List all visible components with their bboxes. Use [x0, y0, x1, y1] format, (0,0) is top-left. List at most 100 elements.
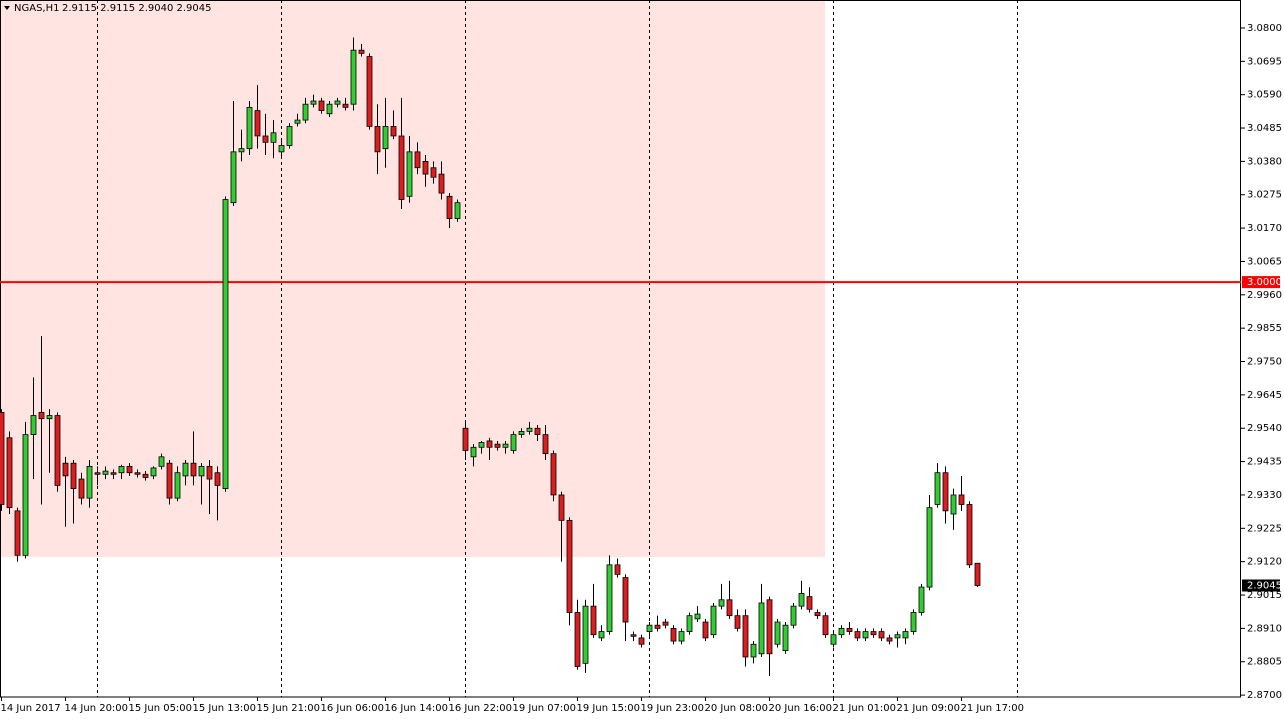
y-tick-label: 2.9225 — [1247, 523, 1282, 534]
x-tick-label: 16 Jun 06:00 — [321, 703, 385, 714]
candle-body — [974, 562, 981, 586]
candle-body — [798, 593, 805, 607]
y-tick-label: 3.0485 — [1247, 123, 1282, 134]
candle-body — [846, 627, 853, 632]
candle-body — [814, 612, 821, 617]
candle-body — [454, 202, 461, 219]
candle-body — [54, 415, 61, 486]
candle-body — [318, 100, 325, 111]
candle-body — [590, 605, 597, 636]
candle-body — [38, 411, 45, 420]
candle-body — [774, 621, 781, 645]
candle-body — [662, 621, 669, 626]
candle-body — [430, 167, 437, 178]
candle-body — [870, 631, 877, 636]
candle-body — [542, 434, 549, 455]
y-tick-label: 2.9645 — [1247, 390, 1282, 401]
candle-body — [302, 103, 309, 121]
last-price-label: 2.9045 — [1247, 580, 1282, 591]
candle-body — [374, 126, 381, 153]
y-tick-label: 2.9960 — [1247, 290, 1282, 301]
candle-body — [238, 148, 245, 153]
candle-body — [630, 634, 637, 637]
y-tick-label: 3.0170 — [1247, 223, 1282, 234]
y-tick-label: 3.0800 — [1247, 23, 1282, 34]
candle-body — [230, 151, 237, 204]
level-marker — [1242, 276, 1280, 289]
candle-body — [862, 631, 869, 639]
candle-body — [726, 599, 733, 617]
candle-body — [942, 472, 949, 512]
chart-title: NGAS,H1 — [14, 3, 59, 14]
x-tick-label: 20 Jun 08:00 — [705, 703, 769, 714]
candle-body — [166, 462, 173, 499]
candle-body — [550, 453, 557, 496]
candle-body — [62, 462, 69, 477]
candle-body — [358, 49, 365, 54]
candle-body — [390, 126, 397, 137]
candle-body — [502, 443, 509, 448]
candle-body — [926, 507, 933, 588]
y-tick-label: 2.9855 — [1247, 323, 1282, 334]
candle-body — [518, 431, 525, 435]
candle-body — [934, 472, 941, 505]
candle-body — [470, 446, 477, 458]
candle-body — [270, 132, 277, 143]
y-tick-label: 2.9540 — [1247, 423, 1282, 434]
candle-body — [246, 106, 253, 150]
candle-body — [78, 478, 85, 499]
candle-body — [398, 135, 405, 200]
candle-body — [950, 494, 957, 515]
x-tick-label: 16 Jun 22:00 — [449, 703, 513, 714]
candle-body — [766, 599, 773, 655]
candle-body — [326, 103, 333, 115]
candle-body — [478, 442, 485, 448]
candle-body — [494, 443, 501, 448]
x-tick-label: 21 Jun 09:00 — [897, 703, 961, 714]
candle-body — [406, 151, 413, 197]
y-tick-label: 2.8805 — [1247, 657, 1282, 668]
candle-body — [566, 519, 573, 613]
candle-body — [310, 100, 317, 105]
x-tick-label: 15 Jun 05:00 — [129, 703, 193, 714]
x-tick-label: 14 Jun 2017 — [1, 703, 61, 714]
x-tick-label: 20 Jun 16:00 — [769, 703, 833, 714]
candle-body — [158, 456, 165, 467]
y-tick-label: 2.9120 — [1247, 557, 1282, 568]
candle-body — [638, 637, 645, 645]
candle-body — [462, 427, 469, 451]
candle-body — [966, 504, 973, 566]
candle-body — [190, 462, 197, 477]
x-tick-label: 19 Jun 23:00 — [641, 703, 705, 714]
candle-body — [958, 494, 965, 505]
candle-body — [910, 612, 917, 632]
candle-body — [670, 627, 677, 642]
candle-body — [598, 631, 605, 639]
candle-body — [918, 586, 925, 613]
candle-body — [126, 465, 133, 474]
candle-body — [894, 634, 901, 639]
candle-body — [334, 100, 341, 105]
shaded-zone — [0, 0, 825, 557]
candle-body — [534, 427, 541, 435]
candle-body — [654, 624, 661, 629]
candle-body — [22, 434, 29, 556]
candle-body — [422, 160, 429, 175]
candle-body — [14, 510, 21, 556]
candle-body — [94, 472, 101, 475]
x-tick-label: 14 Jun 20:00 — [65, 703, 129, 714]
candle-body — [702, 621, 709, 639]
candle-body — [838, 627, 845, 636]
y-tick-label: 2.8700 — [1247, 690, 1282, 701]
candle-body — [574, 612, 581, 667]
candle-body — [222, 199, 229, 489]
y-tick-label: 2.9015 — [1247, 590, 1282, 601]
candle-body — [46, 415, 53, 420]
x-tick-label: 19 Jun 15:00 — [577, 703, 641, 714]
candle-body — [622, 577, 629, 623]
candle-body — [366, 56, 373, 127]
y-tick-label: 2.9330 — [1247, 490, 1282, 501]
day-separators — [97, 0, 1018, 697]
candle-body — [806, 596, 813, 610]
